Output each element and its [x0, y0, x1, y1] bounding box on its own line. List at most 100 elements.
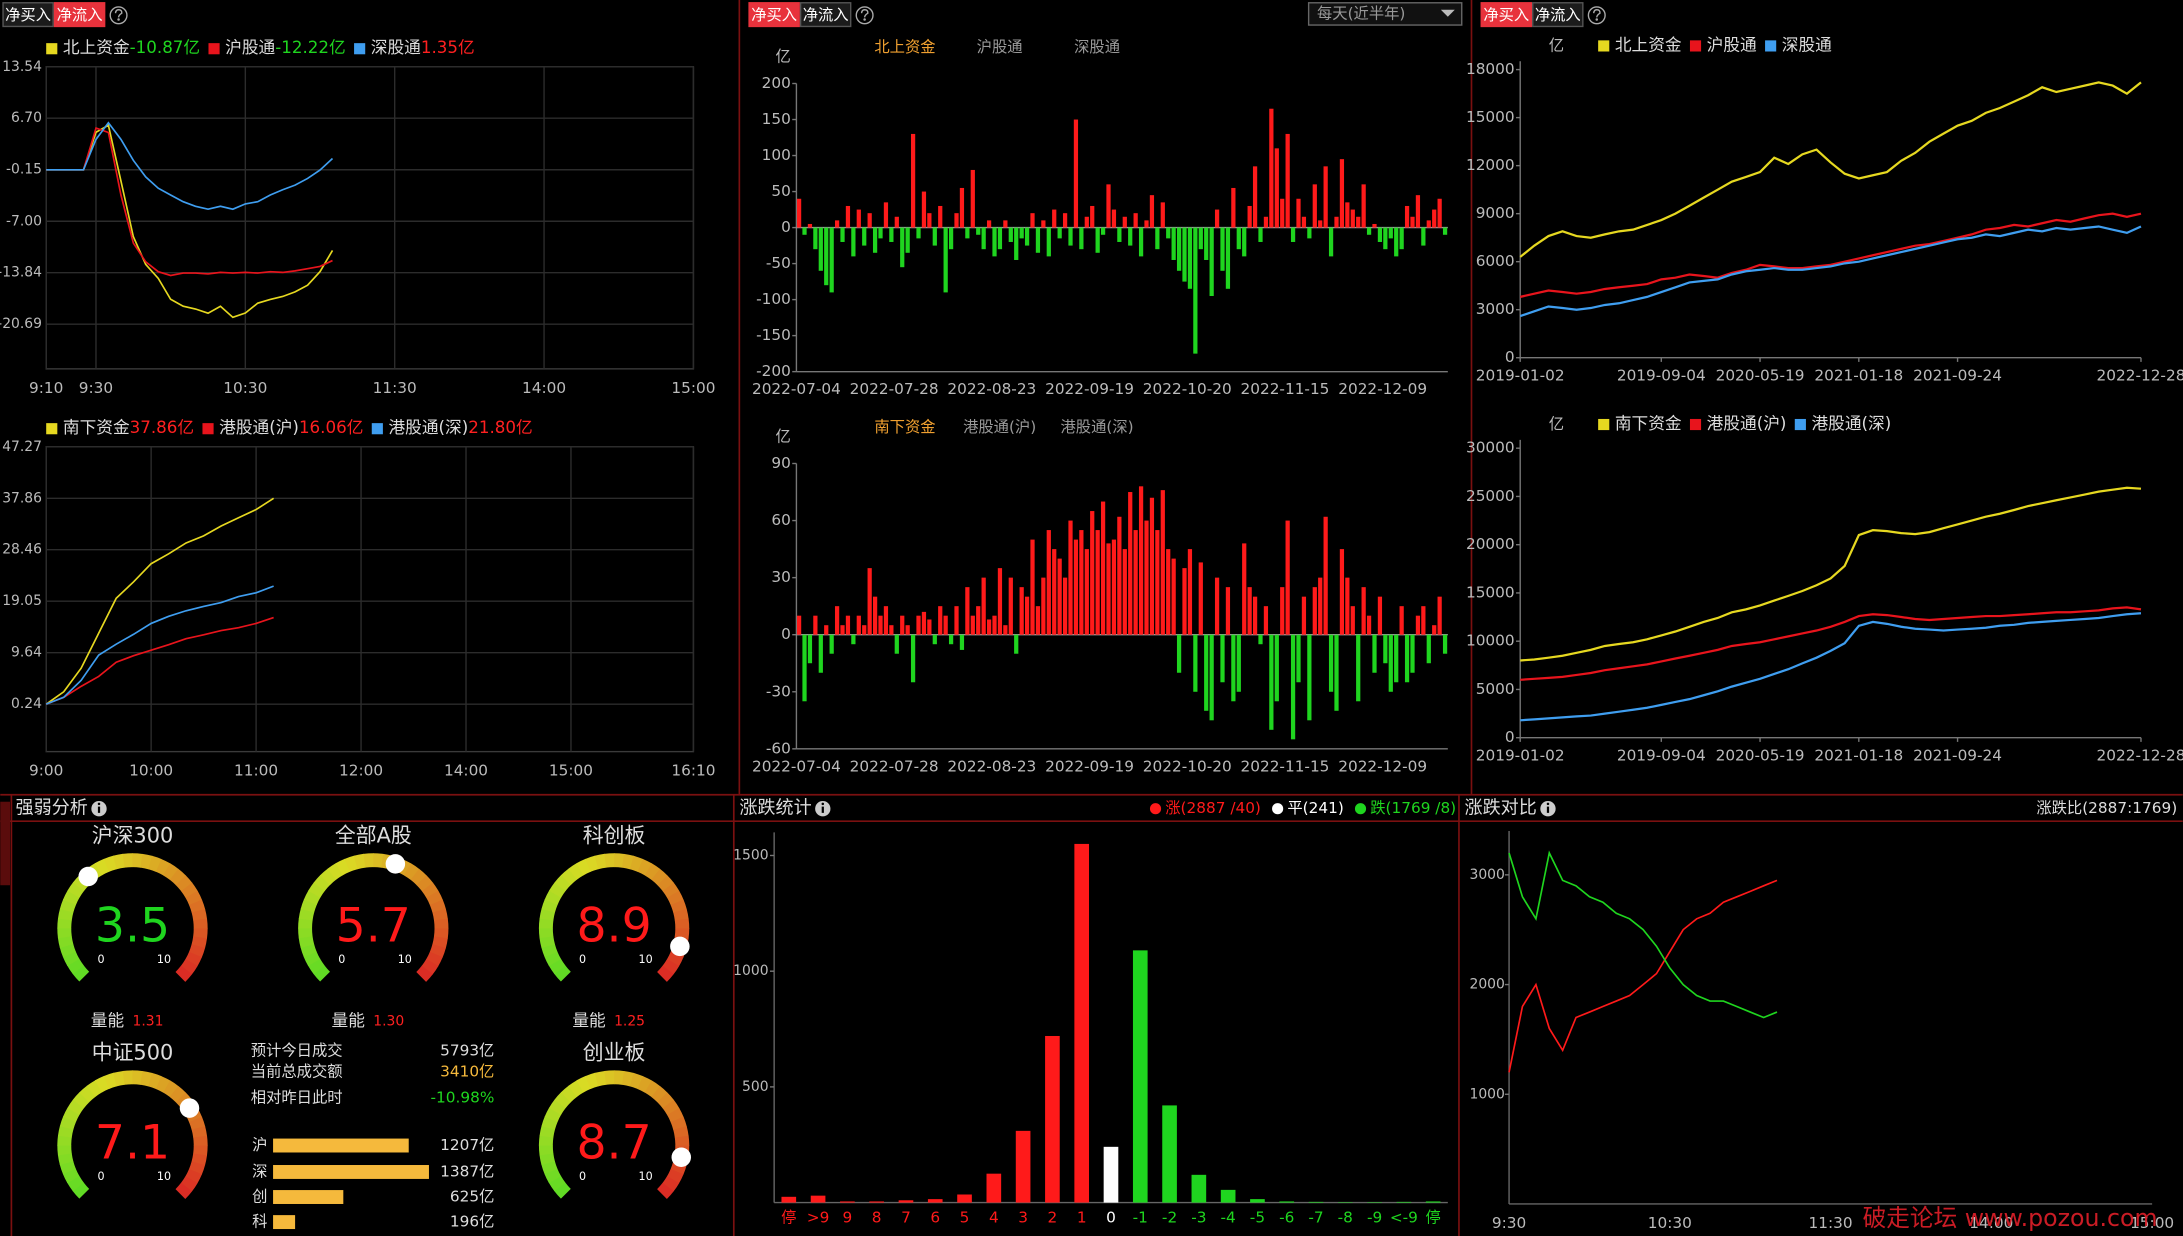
- gauge-arc: [651, 1085, 668, 1103]
- gauge-arc: [140, 1071, 153, 1087]
- bar: [1361, 587, 1366, 635]
- turnover-value: 196亿: [450, 1213, 495, 1231]
- help-icon[interactable]: [855, 6, 874, 25]
- legend-value: 37.86亿: [130, 417, 194, 437]
- gauge-arc: [410, 868, 427, 886]
- gauge-arc: [189, 899, 206, 914]
- bar: [1204, 634, 1209, 711]
- x-tick-label: 3: [1018, 1208, 1028, 1226]
- y-tick-label: -7.00: [6, 213, 42, 229]
- legend-label: 港股通(沪): [219, 417, 299, 437]
- x-tick-label: 2019-09-04: [1617, 366, 1706, 384]
- gauge-arc: [57, 1125, 74, 1138]
- tab[interactable]: [53, 2, 106, 28]
- y-tick-label: 13.54: [2, 59, 42, 75]
- sidebar-tab[interactable]: [0, 801, 10, 886]
- gauge-name: 科创板: [583, 824, 646, 848]
- bar: [1323, 166, 1328, 228]
- legend-option: 港股通(沪): [963, 418, 1036, 436]
- bar: [1280, 587, 1285, 635]
- bar: [813, 227, 818, 250]
- x-tick-label: 2022-07-28: [850, 380, 939, 398]
- tab[interactable]: [2, 2, 54, 28]
- gauge-arc: [59, 943, 76, 958]
- bar: [1155, 530, 1160, 635]
- tab[interactable]: [1480, 2, 1533, 28]
- bar: [872, 227, 878, 253]
- bar: [1155, 227, 1160, 250]
- bar: [1312, 587, 1317, 635]
- gauge-arc: [538, 1145, 554, 1156]
- gauge-arc: [594, 853, 607, 870]
- bar: [1269, 108, 1274, 228]
- ratio-label: 涨跌比(2887:1769): [2036, 799, 2177, 817]
- tab[interactable]: [748, 2, 800, 28]
- gauge-arc: [148, 1072, 162, 1090]
- series-line: [45, 585, 274, 705]
- tab[interactable]: [1532, 2, 1584, 28]
- gauge-arc: [189, 1116, 206, 1131]
- turnover-bar: [273, 1190, 344, 1204]
- unit-label: 亿: [1549, 36, 1564, 54]
- bar: [1052, 209, 1057, 228]
- help-icon[interactable]: [1587, 6, 1606, 25]
- bar: [1301, 596, 1307, 635]
- x-tick-label: 2021-09-24: [1913, 746, 2002, 764]
- y-tick-label: 0: [781, 218, 791, 236]
- gauge-arc: [544, 1168, 562, 1184]
- gauge-arc: [57, 1135, 72, 1146]
- gauge-arc: [72, 965, 90, 982]
- bar: [1144, 220, 1149, 228]
- gauge-pointer: [179, 1098, 200, 1118]
- gauge-arc: [568, 1080, 584, 1098]
- gauge-arc: [163, 1080, 179, 1098]
- period-select[interactable]: [1307, 2, 1463, 26]
- bar: [1350, 606, 1355, 635]
- help-icon[interactable]: [109, 6, 128, 25]
- gauge-name: 中证500: [92, 1041, 174, 1065]
- legend-option: 北上资金: [874, 38, 935, 56]
- bar: [1442, 227, 1448, 235]
- turnover-category: 深: [252, 1162, 267, 1180]
- bar: [1345, 577, 1350, 635]
- x-tick-label: 14:00: [522, 379, 566, 397]
- bar: [878, 615, 883, 635]
- gauge-arc: [568, 863, 584, 880]
- turnover-bar: [273, 1215, 296, 1230]
- tab[interactable]: [799, 2, 852, 28]
- bar: [992, 227, 997, 257]
- gauge-arc: [169, 868, 186, 886]
- bar: [1396, 1201, 1412, 1203]
- legend-label: 平(241): [1287, 799, 1343, 817]
- y-tick-label: 47.27: [2, 439, 42, 455]
- bar: [813, 615, 818, 635]
- legend-swatch: [46, 43, 58, 55]
- panel-title: 涨跌统计: [739, 798, 811, 819]
- gauge-arc: [113, 853, 126, 870]
- x-tick-label: 10:30: [223, 379, 267, 397]
- bar: [1339, 159, 1345, 228]
- bar: [992, 615, 997, 635]
- bar: [1144, 520, 1149, 635]
- bar: [1003, 220, 1008, 228]
- bar: [1388, 227, 1393, 239]
- gauge-arc: [72, 1182, 90, 1199]
- bar: [829, 227, 834, 293]
- gauge-max: 10: [638, 953, 652, 966]
- bar: [1308, 1201, 1324, 1203]
- bar: [1258, 227, 1263, 242]
- x-tick-label: 15:00: [549, 762, 593, 780]
- gauge-arc: [313, 874, 331, 892]
- y-tick-label: 6000: [1476, 252, 1515, 270]
- gauge-arc: [637, 858, 653, 876]
- bar: [1250, 1199, 1265, 1203]
- bar: [1062, 213, 1068, 228]
- legend-value: 16.06亿: [299, 417, 363, 437]
- bar: [1377, 227, 1383, 242]
- gauge-min: 0: [579, 953, 586, 966]
- info-label: 预计今日成交: [251, 1041, 343, 1059]
- series-line: [1520, 612, 2142, 722]
- bar: [807, 634, 813, 664]
- info-glyph: [97, 806, 101, 813]
- legend-option: 港股通(深): [1061, 418, 1134, 436]
